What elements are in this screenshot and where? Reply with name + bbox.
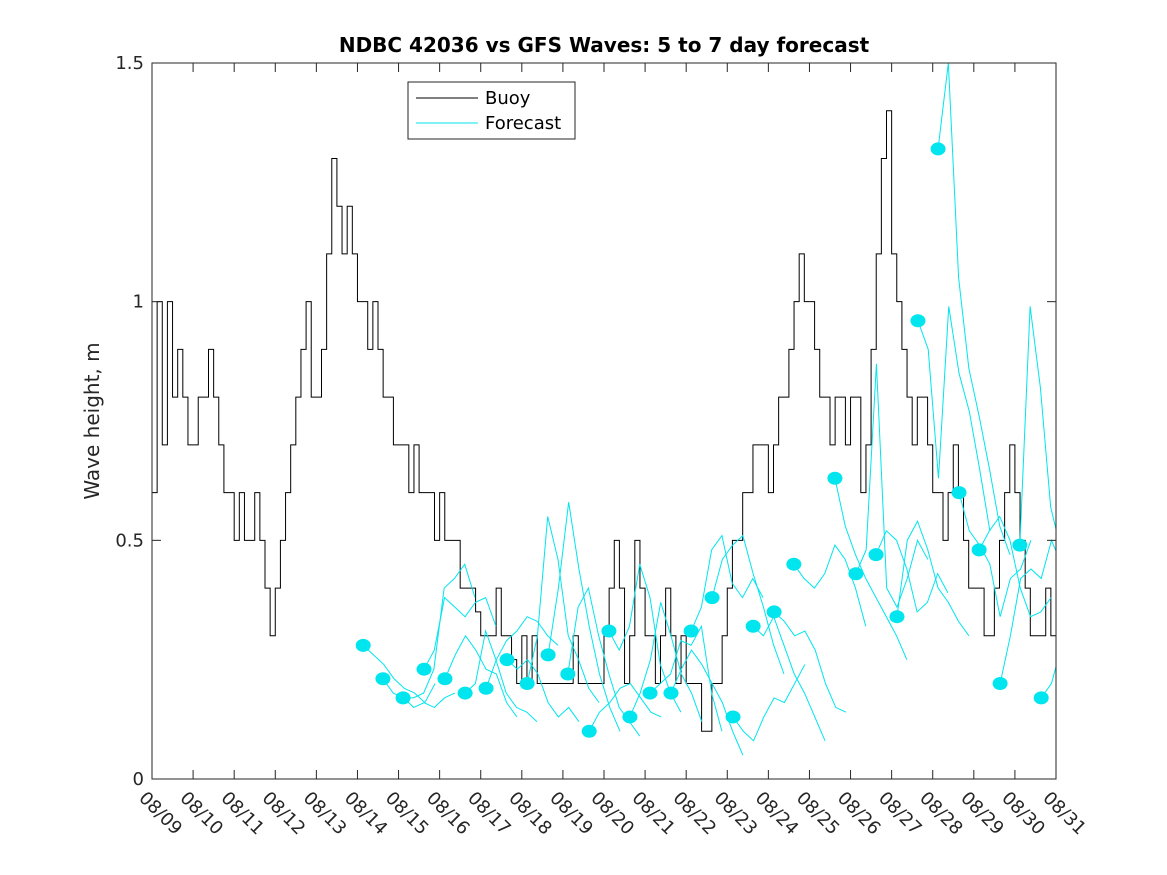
forecast-line (937, 63, 1011, 555)
y-tick-label: 1.5 (115, 53, 144, 74)
forecast-line (793, 544, 867, 627)
forecast-start-point (971, 543, 987, 557)
forecast-start-point (1012, 538, 1028, 552)
legend: Buoy Forecast (407, 81, 576, 140)
forecast-start-point (540, 648, 556, 662)
forecast-line (978, 515, 1052, 618)
forecast-start-point (683, 624, 699, 638)
forecast-start-point (519, 677, 535, 691)
forecast-start-point (951, 486, 967, 500)
y-tick-label: 1 (133, 292, 144, 313)
chart-title: NDBC 42036 vs GFS Waves: 5 to 7 day fore… (339, 33, 870, 57)
forecast-line (526, 516, 600, 703)
forecast-line (711, 534, 785, 675)
y-tick-label: 0 (133, 769, 144, 790)
forecast-start-point (499, 653, 515, 667)
forecast-start-point (642, 686, 658, 700)
forecast-start-point (416, 662, 432, 676)
forecast-line (690, 534, 764, 632)
forecast-line (649, 624, 723, 732)
forecast-line (588, 682, 662, 732)
legend-box (407, 81, 576, 140)
y-axis-label: Wave height, m (80, 342, 104, 499)
forecast-start-point (437, 672, 453, 686)
series-layer (152, 63, 1056, 756)
forecast-start-point (786, 557, 802, 571)
forecast-line (382, 678, 456, 708)
forecast-line (403, 563, 476, 699)
legend-label-forecast: Forecast (485, 113, 561, 134)
forecast-start-point (889, 610, 905, 624)
forecast-start-point (560, 667, 576, 681)
forecast-start-point (1033, 691, 1049, 705)
y-tick-label: 0.5 (115, 530, 144, 551)
forecast-line (670, 649, 744, 756)
forecast-line (629, 602, 703, 722)
forecast-line (732, 664, 806, 742)
buoy-series (152, 110, 1056, 732)
forecast-start-point (375, 672, 391, 686)
forecast-line (834, 478, 908, 660)
forecast-start-point (457, 686, 473, 700)
forecast-start-point (663, 686, 679, 700)
forecast-start-point (581, 724, 597, 738)
buoy-line (152, 110, 1056, 732)
forecast-start-point (930, 142, 946, 156)
forecast-line (506, 658, 580, 723)
forecast-start-point (848, 567, 864, 581)
forecast-start-point (992, 677, 1008, 691)
forecast-start-point (601, 624, 617, 638)
forecast-line (958, 492, 1032, 617)
forecast-start-point (868, 548, 884, 562)
forecast-line (444, 634, 518, 718)
forecast-start-point (827, 471, 843, 485)
forecast-line (547, 502, 621, 732)
forecast-line (362, 644, 436, 704)
y-axis-ticks: 0 0.5 1 1.5 (115, 53, 1056, 790)
forecast-line (855, 363, 929, 609)
forecast-line (896, 520, 970, 637)
forecast-start-point (704, 591, 720, 605)
forecast-start-point (910, 314, 926, 328)
forecast-start-point (766, 605, 782, 619)
forecast-line (423, 596, 497, 670)
forecast-line (917, 306, 991, 531)
forecast-line (485, 616, 559, 689)
forecast-start-point (745, 619, 761, 633)
forecast-start-point (622, 710, 638, 724)
forecast-start-point (725, 710, 741, 724)
forecast-series (355, 63, 1056, 756)
forecast-line (999, 538, 1056, 684)
forecast-line (752, 615, 826, 742)
forecast-line (1019, 306, 1056, 546)
forecast-line (464, 629, 538, 723)
legend-label-buoy: Buoy (485, 88, 531, 109)
forecast-line (773, 611, 847, 713)
forecast-start-point (355, 638, 371, 652)
forecast-start-point (478, 681, 494, 695)
forecast-start-point (395, 691, 411, 705)
